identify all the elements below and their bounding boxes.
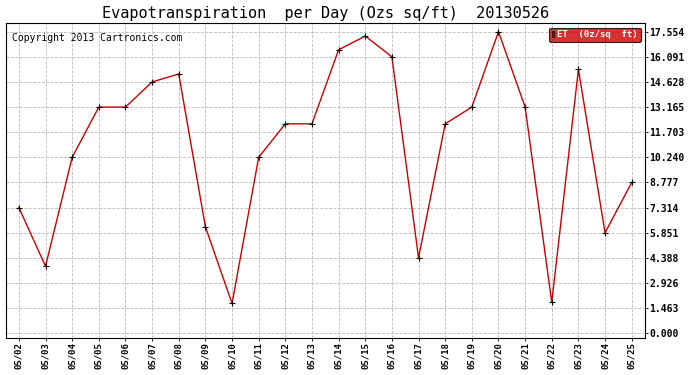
Legend: ET  (0z/sq  ft): ET (0z/sq ft) <box>549 28 640 42</box>
Text: Copyright 2013 Cartronics.com: Copyright 2013 Cartronics.com <box>12 33 182 43</box>
Title: Evapotranspiration  per Day (Ozs sq/ft)  20130526: Evapotranspiration per Day (Ozs sq/ft) 2… <box>101 6 549 21</box>
